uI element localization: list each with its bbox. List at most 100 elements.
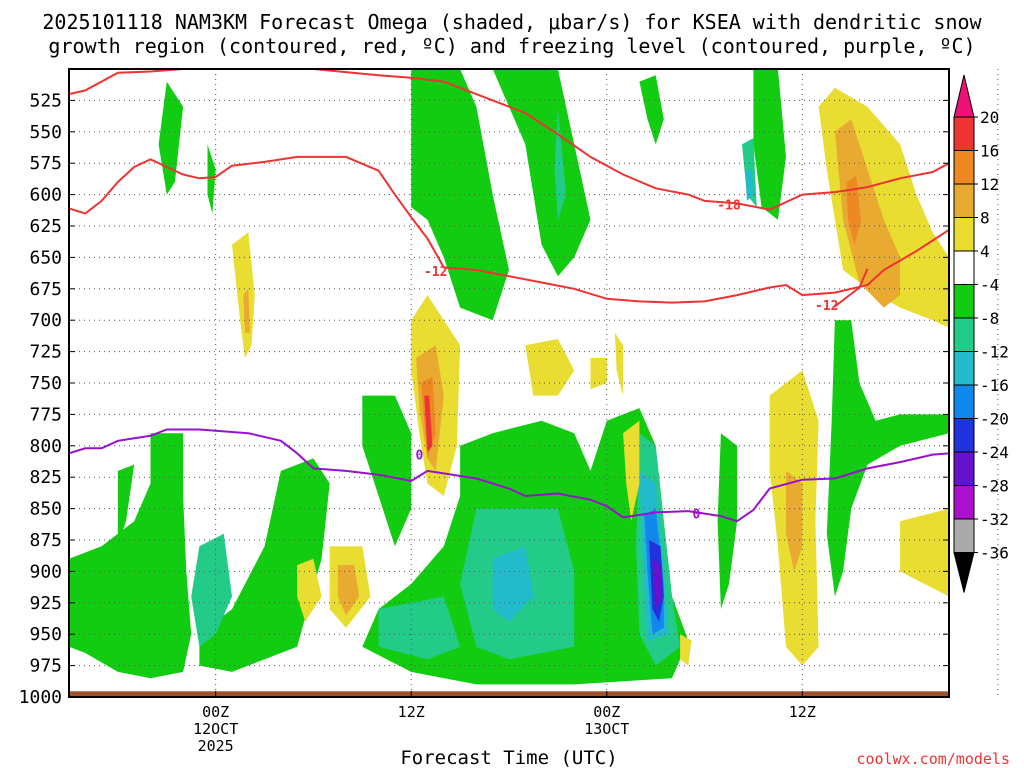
y-tick-label: 525 xyxy=(29,90,62,111)
colorbar-bin xyxy=(953,351,975,386)
y-axis: 525 550 575 600 625 650 675 700 725 750 775 800 825 8… xyxy=(19,90,949,708)
y-tick-label: 550 xyxy=(29,122,62,143)
terrain-strip xyxy=(69,691,949,697)
colorbar-bin xyxy=(953,217,975,252)
omega-region xyxy=(378,596,461,660)
colorbar-label: -8 xyxy=(980,309,999,328)
colorbar-bin xyxy=(953,451,975,486)
y-tick-label: 650 xyxy=(29,247,62,268)
contour-label: 0 xyxy=(415,449,423,464)
y-tick-label: 750 xyxy=(29,373,62,394)
contour-labels: -18 -12 -12 0 0 xyxy=(415,199,838,523)
colorbar-label: -4 xyxy=(980,276,999,295)
colorbar-label: 4 xyxy=(980,242,990,261)
y-tick-label: 775 xyxy=(29,404,62,425)
chart-title-line1: 2025101118 NAM3KM Forecast Omega (shaded… xyxy=(42,10,982,34)
colorbar-bin xyxy=(953,418,975,453)
omega-region xyxy=(900,508,949,597)
omega-region xyxy=(786,470,803,572)
colorbar-label: -36 xyxy=(980,544,1009,563)
colorbar-label: -20 xyxy=(980,410,1009,429)
omega-region xyxy=(191,533,232,647)
x-tick-label: 00Z xyxy=(593,703,620,721)
omega-region xyxy=(525,339,575,396)
colorbar-arrow-bottom xyxy=(953,552,975,593)
colorbar-label: -24 xyxy=(980,443,1009,462)
colorbar-bin xyxy=(953,317,975,352)
x-tick-label: 12Z xyxy=(398,703,425,721)
omega-shading xyxy=(69,69,1022,685)
omega-region xyxy=(623,420,640,522)
temperature-contour xyxy=(69,155,949,304)
colorbar-bin xyxy=(953,485,975,520)
colorbar-label: -12 xyxy=(980,343,1009,362)
colorbar-bin xyxy=(953,150,975,185)
omega-region xyxy=(1014,132,1022,195)
y-tick-label: 850 xyxy=(29,499,62,520)
omega-region xyxy=(297,558,322,622)
x-tick-label: 2025 xyxy=(198,737,234,755)
omega-region xyxy=(207,144,216,214)
colorbar-bin xyxy=(953,284,975,319)
terrain-layer xyxy=(69,691,949,697)
omega-region xyxy=(717,433,738,610)
colorbar-label: 12 xyxy=(980,175,999,194)
x-tick-label: 13OCT xyxy=(584,720,629,738)
omega-region xyxy=(158,81,184,195)
y-tick-label: 725 xyxy=(29,342,62,363)
y-tick-label: 1000 xyxy=(19,687,62,708)
contour-label: 0 xyxy=(692,508,700,523)
colorbar-bin xyxy=(953,183,975,218)
colorbar-label: -16 xyxy=(980,376,1009,395)
contours xyxy=(69,69,949,523)
colorbar-label: 16 xyxy=(980,142,999,161)
y-tick-label: 975 xyxy=(29,656,62,677)
contour-label: -12 xyxy=(424,265,447,280)
chart-title-line2: growth region (contoured, red, ºC) and f… xyxy=(48,34,975,58)
omega-region xyxy=(492,69,591,277)
y-tick-label: 875 xyxy=(29,530,62,551)
omega-region xyxy=(424,395,433,453)
omega-region xyxy=(590,357,607,390)
y-tick-label: 600 xyxy=(29,185,62,206)
y-tick-label: 575 xyxy=(29,153,62,174)
colorbar-bin xyxy=(953,250,975,285)
omega-region xyxy=(846,175,861,245)
contour-label: -18 xyxy=(717,199,741,214)
freezing-level-contour xyxy=(69,428,949,523)
colorbar-bin xyxy=(953,384,975,419)
colorbar-label: 8 xyxy=(980,209,990,228)
y-tick-label: 950 xyxy=(29,624,62,645)
y-tick-label: 675 xyxy=(29,279,62,300)
y-tick-label: 800 xyxy=(29,436,62,457)
y-tick-label: 900 xyxy=(29,561,62,582)
omega-region xyxy=(199,458,330,672)
omega-region xyxy=(639,75,664,145)
credit-link[interactable]: coolwx.com/models xyxy=(856,750,1010,768)
omega-region xyxy=(614,332,624,396)
omega-region xyxy=(680,634,692,666)
omega-region xyxy=(362,395,412,547)
colorbar-label: 20 xyxy=(980,108,999,127)
temperature-contour xyxy=(69,69,949,211)
omega-region xyxy=(753,69,786,220)
omega-region xyxy=(69,433,192,679)
temperature-contour xyxy=(834,268,869,308)
colorbar-label: -28 xyxy=(980,477,1009,496)
omega-region xyxy=(243,288,250,333)
y-tick-label: 625 xyxy=(29,216,62,237)
x-tick-label: 12Z xyxy=(789,703,816,721)
colorbar-bin xyxy=(953,518,975,553)
y-tick-label: 825 xyxy=(29,467,62,488)
omega-region xyxy=(337,565,360,616)
colorbar: 20 16 12 8 4 -4 -8 -12 -16 -20 -24 -28 -32 -36 xyxy=(953,74,1009,593)
x-axis-label: Forecast Time (UTC) xyxy=(400,747,617,768)
x-tick-label: 00Z xyxy=(202,703,229,721)
omega-region xyxy=(492,546,534,622)
x-tick-label: 12OCT xyxy=(193,720,238,738)
colorbar-label: -32 xyxy=(980,510,1009,529)
omega-region xyxy=(117,464,135,547)
omega-region xyxy=(826,320,949,597)
